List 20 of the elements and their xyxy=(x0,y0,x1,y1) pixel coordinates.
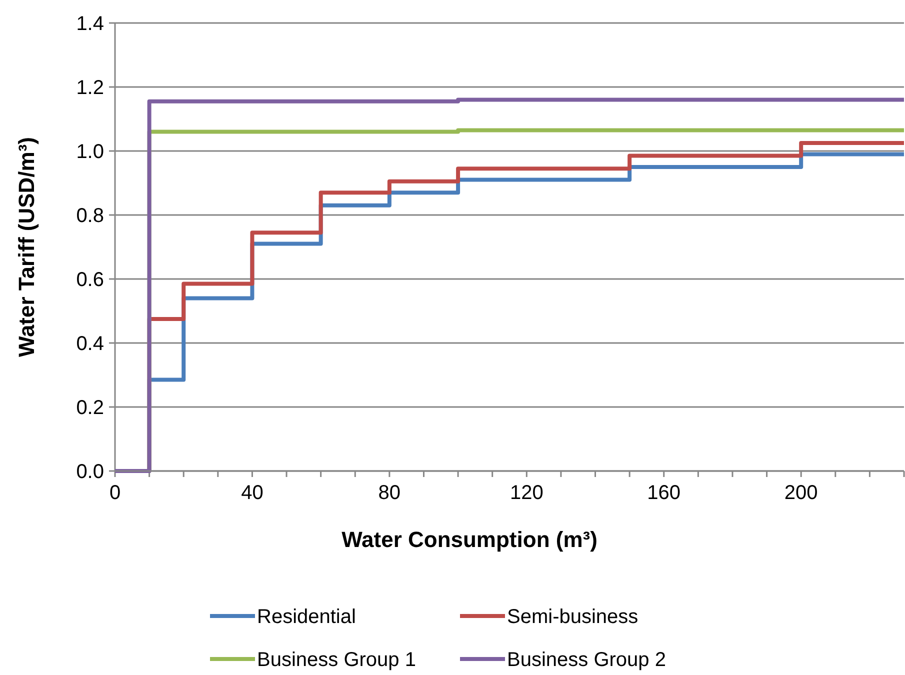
y-tick-label: 1.0 xyxy=(76,141,104,163)
y-tick-label: 0.0 xyxy=(76,461,104,483)
x-axis-title: Water Consumption (m³) xyxy=(342,527,598,552)
x-tick-label: 40 xyxy=(241,482,264,504)
y-tick-label: 1.2 xyxy=(76,77,104,99)
x-tick-label: 120 xyxy=(510,482,544,504)
legend-label: Residential xyxy=(257,606,356,628)
x-tick-label: 160 xyxy=(647,482,681,504)
y-tick-label: 0.6 xyxy=(76,269,104,291)
x-tick-label: 0 xyxy=(109,482,121,504)
y-axis-title: Water Tariff (USD/m³) xyxy=(14,137,39,357)
y-tick-label: 0.8 xyxy=(76,205,104,227)
y-tick-label: 1.4 xyxy=(76,13,104,35)
legend-label: Business Group 1 xyxy=(257,649,416,671)
legend-label: Business Group 2 xyxy=(507,649,666,671)
x-tick-label: 80 xyxy=(378,482,401,504)
legend-label: Semi-business xyxy=(507,606,638,628)
x-tick-label: 200 xyxy=(784,482,818,504)
y-tick-label: 0.2 xyxy=(76,397,104,419)
y-tick-label: 0.4 xyxy=(76,333,104,355)
